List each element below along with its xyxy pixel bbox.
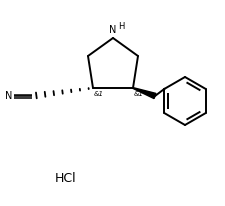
Text: HCl: HCl bbox=[55, 172, 76, 185]
Text: N: N bbox=[4, 91, 12, 101]
Polygon shape bbox=[132, 88, 155, 99]
Text: &1: &1 bbox=[133, 91, 143, 97]
Text: &1: &1 bbox=[94, 91, 104, 97]
Text: N: N bbox=[109, 25, 116, 35]
Text: H: H bbox=[117, 22, 124, 31]
